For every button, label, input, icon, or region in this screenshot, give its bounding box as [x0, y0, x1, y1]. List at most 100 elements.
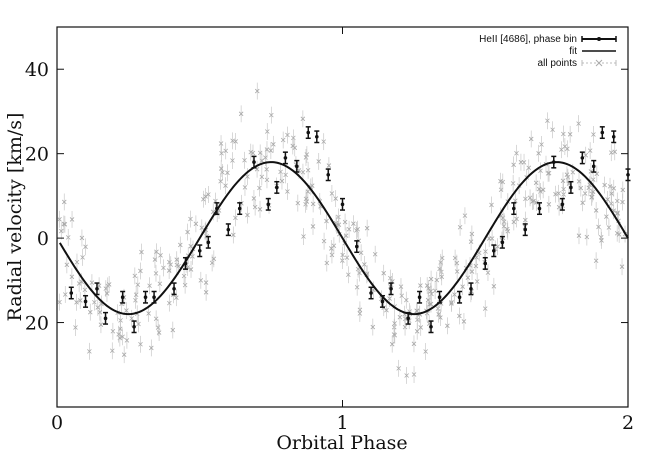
all-points-marker: [489, 230, 495, 247]
all-points-marker: [607, 177, 613, 195]
all-points-marker: [92, 293, 97, 311]
all-points-marker: [465, 269, 471, 287]
x-axis-title: Orbital Phase: [276, 432, 407, 454]
all-points-marker: [285, 183, 290, 200]
all-points-marker: [439, 268, 444, 286]
all-points-marker: [389, 335, 395, 353]
all-points-marker: [437, 260, 442, 278]
phase-bin-point: [294, 159, 300, 173]
all-points-marker: [61, 193, 67, 211]
all-points-marker: [268, 142, 274, 160]
phase-bin-point: [197, 244, 203, 258]
all-points-marker: [586, 179, 592, 197]
all-points-marker: [295, 194, 301, 212]
all-points-marker: [539, 136, 544, 153]
phase-bin-point: [437, 290, 443, 304]
all-points-marker: [381, 264, 386, 282]
all-points-marker: [449, 295, 454, 312]
all-points-marker: [238, 105, 244, 123]
all-points-marker: [206, 186, 211, 203]
phase-bin-point: [625, 168, 631, 182]
all-points-marker: [418, 318, 424, 336]
all-points-marker: [62, 286, 68, 303]
all-points-marker: [550, 121, 555, 139]
phase-bin-point: [457, 290, 463, 304]
all-points-marker: [434, 271, 440, 289]
all-points-marker: [252, 198, 258, 216]
all-points-marker: [153, 310, 159, 328]
phase-bin-point: [237, 202, 243, 216]
all-points-marker: [561, 180, 566, 198]
plot-area: [56, 26, 629, 408]
all-points-marker: [527, 189, 533, 207]
all-points-marker: [578, 179, 584, 197]
phase-bin-point: [388, 282, 394, 296]
all-points-marker: [87, 303, 93, 321]
all-points-marker: [57, 293, 62, 311]
all-points-marker: [161, 259, 166, 277]
all-points-marker: [271, 135, 276, 153]
all-points-marker: [404, 291, 409, 309]
all-points-marker: [203, 187, 208, 205]
legend: HeII [4686], phase bin fit all points: [479, 34, 617, 69]
all-points-marker: [583, 146, 588, 164]
all-points-marker: [223, 177, 228, 195]
all-points-marker: [452, 249, 458, 267]
all-points-marker: [257, 179, 262, 197]
all-points-marker: [533, 174, 539, 192]
all-points-marker: [428, 282, 433, 300]
all-points-marker: [576, 227, 582, 245]
all-points-marker: [96, 277, 102, 295]
all-points-marker: [355, 220, 360, 238]
x-tick-label: 0: [51, 412, 63, 434]
all-points-marker: [303, 190, 309, 208]
all-points-marker: [65, 228, 71, 246]
all-points-marker: [616, 225, 622, 243]
all-points-marker: [174, 251, 180, 269]
all-points-marker: [138, 262, 143, 280]
phase-bin-point: [468, 282, 474, 296]
all-points-marker: [556, 198, 562, 216]
all-points-marker: [231, 226, 236, 244]
all-points-marker: [257, 144, 263, 162]
all-points-marker: [514, 210, 519, 228]
all-points-marker: [564, 166, 570, 184]
all-points-marker: [223, 142, 228, 160]
all-points-marker: [211, 250, 217, 268]
all-points-marker: [336, 208, 341, 226]
all-points-marker: [303, 148, 309, 166]
all-points-marker: [491, 277, 497, 295]
all-points-marker: [203, 274, 209, 291]
all-points-marker: [248, 143, 254, 161]
all-points-marker: [133, 286, 139, 304]
phase-bin-point: [214, 202, 220, 216]
phase-bin-point: [274, 180, 280, 194]
all-points-marker: [346, 266, 351, 284]
all-points-marker: [372, 245, 378, 263]
all-points-marker: [182, 276, 188, 294]
all-points-marker: [396, 359, 401, 377]
x-tick-label: 2: [622, 412, 634, 434]
all-points-marker: [324, 212, 329, 230]
all-points-marker: [157, 275, 163, 293]
all-points-marker: [73, 319, 78, 336]
all-points-marker: [129, 309, 134, 327]
all-points-marker: [567, 125, 573, 143]
all-points-marker: [504, 220, 510, 238]
all-points-marker: [64, 256, 70, 274]
all-points-marker: [106, 275, 112, 293]
all-points-marker: [280, 131, 286, 149]
all-points-marker: [79, 229, 85, 247]
all-points-marker: [469, 225, 475, 243]
all-points-marker: [201, 190, 206, 208]
all-points-marker: [424, 277, 430, 295]
phase-bin-point: [282, 151, 288, 165]
all-points-marker: [291, 129, 296, 147]
all-points-marker: [384, 301, 389, 319]
all-points-marker: [188, 210, 193, 228]
all-points-marker: [257, 200, 263, 218]
all-points-marker: [469, 263, 475, 280]
all-points-marker: [536, 144, 541, 162]
phase-bin-point: [68, 286, 74, 300]
phase-bin-point: [417, 290, 423, 304]
